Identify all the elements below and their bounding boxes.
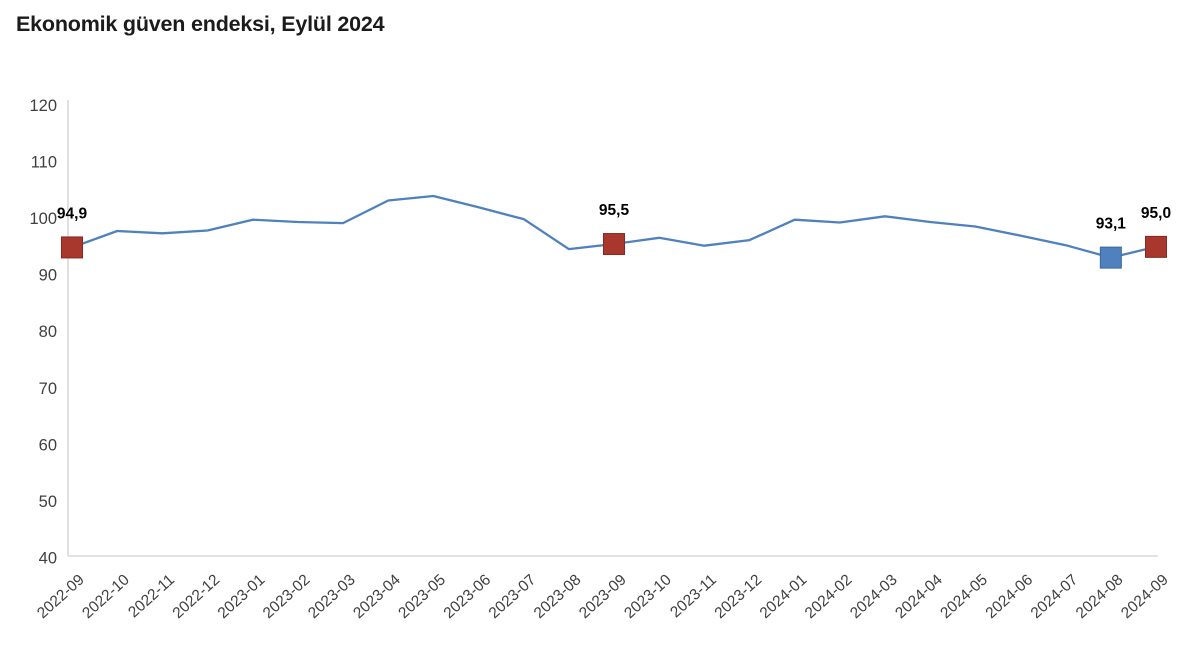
y-tick-label: 80 [39, 323, 57, 341]
x-tick-label: 2024-06 [983, 571, 1037, 622]
x-tick-label: 2023-10 [621, 571, 675, 622]
x-tick-label: 2024-05 [937, 571, 991, 622]
x-tick-label: 2023-08 [531, 571, 585, 622]
y-tick-label: 110 [31, 154, 57, 172]
x-tick-label: 2023-02 [260, 571, 314, 622]
y-tick-label: 70 [39, 380, 57, 398]
point-label-2024-08: 93,1 [1096, 216, 1127, 233]
chart-title: Ekonomik güven endeksi, Eylül 2024 [16, 12, 385, 36]
y-tick-label: 40 [39, 550, 57, 568]
x-tick-label: 2023-12 [712, 571, 766, 622]
point-label-2024-09: 95,0 [1141, 205, 1171, 222]
y-tick-label: 90 [39, 267, 57, 285]
y-tick-label: 60 [39, 436, 57, 454]
x-tick-label: 2024-01 [757, 571, 811, 622]
x-tick-label: 2022-10 [79, 571, 133, 622]
point-label-2023-09: 95,5 [599, 202, 630, 219]
x-tick-label: 2023-05 [395, 571, 449, 622]
y-tick-label: 120 [29, 97, 57, 115]
marker-2024-08 [1099, 246, 1122, 269]
x-tick-label: 2023-06 [441, 571, 495, 622]
y-tick-label: 50 [39, 493, 57, 511]
x-tick-label: 2023-01 [215, 571, 269, 622]
x-tick-label: 2024-09 [1118, 571, 1172, 622]
x-tick-label: 2022-11 [125, 571, 178, 621]
x-tick-label: 2022-09 [34, 571, 88, 622]
x-tick-label: 2024-04 [892, 571, 946, 622]
x-tick-label: 2022-12 [170, 571, 224, 622]
x-tick-label: 2024-03 [847, 571, 901, 622]
x-tick-label: 2024-02 [802, 571, 856, 622]
x-tick-label: 2023-03 [305, 571, 359, 622]
x-tick-label: 2023-09 [576, 571, 630, 622]
x-tick-label: 2024-08 [1073, 571, 1127, 622]
point-label-2022-09: 94,9 [57, 205, 88, 222]
marker-2022-09 [61, 236, 83, 259]
y-tick-label: 100 [29, 210, 57, 228]
x-tick-label: 2023-04 [350, 571, 404, 622]
marker-2024-09 [1145, 235, 1167, 258]
x-tick-label: 2023-11 [667, 571, 720, 621]
x-tick-label: 2023-07 [486, 571, 540, 622]
marker-2023-09 [603, 233, 625, 256]
x-tick-label: 2024-07 [1028, 571, 1082, 622]
